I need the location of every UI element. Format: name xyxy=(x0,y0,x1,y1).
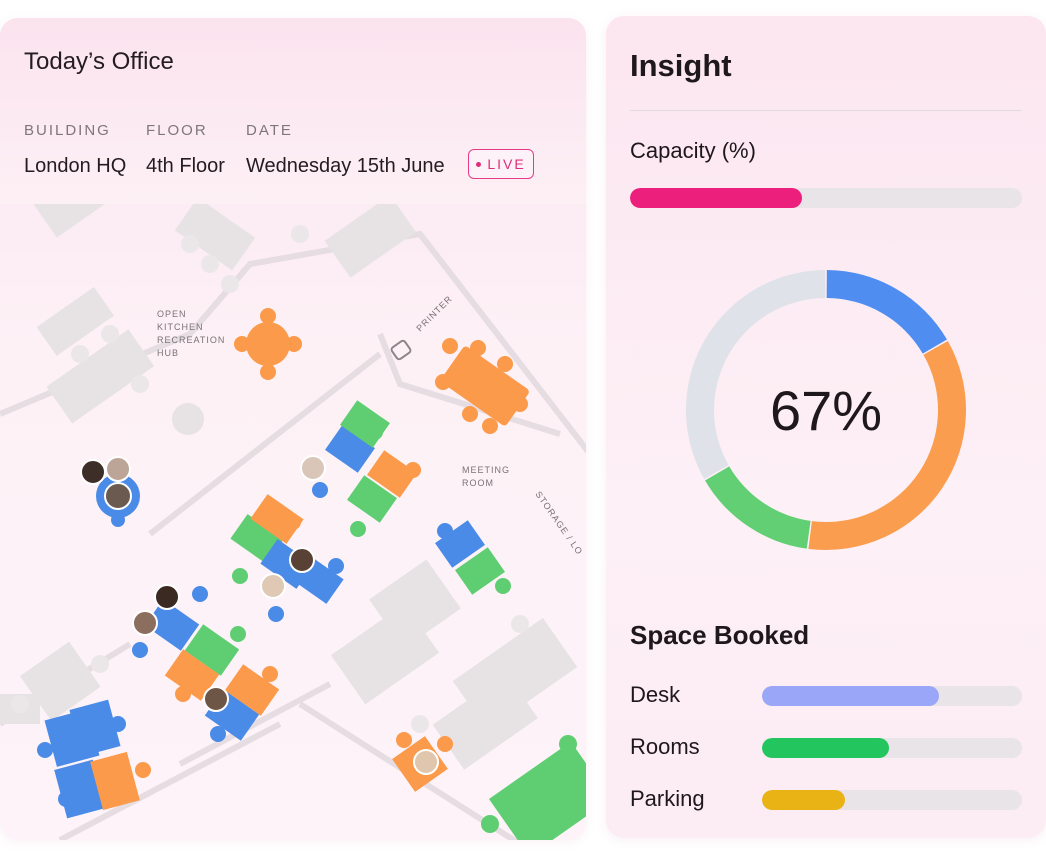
space-booked-title: Space Booked xyxy=(630,620,810,650)
kitchen-label-line3: RECREATION xyxy=(157,335,225,345)
rooms-label: Rooms xyxy=(630,734,700,759)
kitchen-table-booked[interactable] xyxy=(234,308,302,380)
floor-plan-map[interactable]: OPEN KITCHEN RECREATION HUB PRINTER MEET… xyxy=(0,204,586,840)
desk-cluster-lower[interactable] xyxy=(132,584,280,742)
capacity-bar xyxy=(630,188,1022,208)
building-value[interactable]: London HQ xyxy=(24,155,127,177)
desk-label: Desk xyxy=(630,682,681,707)
live-badge-label: LIVE xyxy=(487,156,526,172)
live-dot-icon xyxy=(476,161,482,167)
floor-value[interactable]: 4th Floor xyxy=(146,155,225,177)
parking-label: Parking xyxy=(630,786,705,811)
live-badge: LIVE xyxy=(468,149,534,179)
donut-segment-blue xyxy=(826,270,947,354)
desk-bar-fill xyxy=(762,686,939,706)
capacity-label: Capacity (%) xyxy=(630,138,756,163)
donut-segment-grey xyxy=(686,270,826,480)
desk-cluster-bottom-right[interactable] xyxy=(392,732,586,840)
blue-round-table[interactable] xyxy=(80,456,140,527)
meeting-room-table[interactable] xyxy=(435,338,530,434)
unbooked-chairs xyxy=(11,225,529,733)
meeting-label-line2: ROOM xyxy=(462,478,494,488)
donut-percent-label: 67% xyxy=(770,379,882,442)
insight-title: Insight xyxy=(630,48,732,83)
unbooked-desks xyxy=(0,204,578,770)
desk-cluster-bottom-left[interactable] xyxy=(37,699,151,819)
storage-label: STORAGE / LO xyxy=(533,489,584,556)
desk-cluster-middle[interactable] xyxy=(230,494,344,622)
printer-icon xyxy=(390,339,412,361)
parking-bar xyxy=(762,790,1022,810)
capacity-bar-fill xyxy=(630,188,803,208)
kitchen-label-line1: OPEN xyxy=(157,309,187,319)
capacity-donut-chart: 67% xyxy=(686,270,966,550)
desk-cluster-right[interactable] xyxy=(435,520,511,595)
building-label: BUILDING xyxy=(24,122,111,139)
insight-divider xyxy=(630,110,1022,111)
desk-bar xyxy=(762,686,1022,706)
desk-cluster-center[interactable] xyxy=(300,400,421,537)
printer-label: PRINTER xyxy=(414,293,454,333)
office-title: Today’s Office xyxy=(24,48,174,75)
parking-bar-fill xyxy=(762,790,846,810)
todays-office-panel: Today’s Office BUILDING FLOOR DATE Londo… xyxy=(0,18,586,840)
donut-segment-green xyxy=(705,466,811,549)
donut-segment-orange xyxy=(808,340,966,550)
office-header: Today’s Office BUILDING FLOOR DATE Londo… xyxy=(0,18,586,204)
rooms-bar-fill xyxy=(762,738,890,758)
rooms-bar xyxy=(762,738,1022,758)
date-label: DATE xyxy=(246,122,293,139)
insight-panel: Insight Capacity (%) 67% Space Booked De… xyxy=(606,16,1046,838)
date-value[interactable]: Wednesday 15th June xyxy=(246,155,445,177)
meeting-label-line1: MEETING xyxy=(462,465,510,475)
kitchen-label-line2: KITCHEN xyxy=(157,322,204,332)
floor-label: FLOOR xyxy=(146,122,208,139)
kitchen-label-line4: HUB xyxy=(157,348,179,358)
